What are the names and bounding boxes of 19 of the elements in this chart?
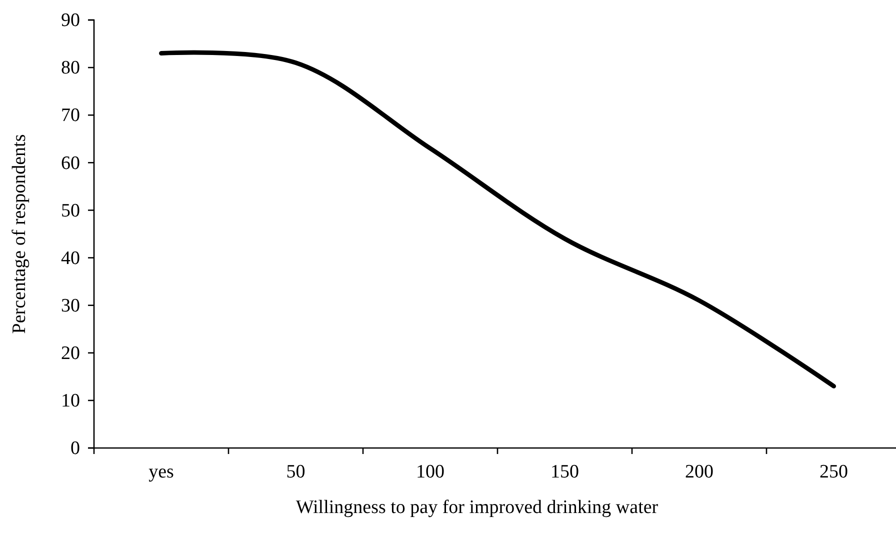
y-axis-title: Percentage of respondents <box>9 134 30 334</box>
x-tick-label: 100 <box>416 461 444 482</box>
y-tick-label: 30 <box>61 295 80 316</box>
y-tick-label: 50 <box>61 200 80 222</box>
x-tick-label: 50 <box>286 461 306 482</box>
y-tick-label: 80 <box>61 58 80 79</box>
x-tick-label: 200 <box>685 461 714 482</box>
y-tick-label: 10 <box>61 390 80 412</box>
y-tick-label: 70 <box>61 105 80 126</box>
y-tick-label: 60 <box>61 152 80 174</box>
y-tick-label: 20 <box>61 342 80 364</box>
y-tick-label: 40 <box>61 248 80 269</box>
x-tick-label: yes <box>148 461 174 482</box>
y-tick-label: 0 <box>70 438 80 460</box>
x-tick-label: 150 <box>550 461 579 482</box>
y-tick-label: 90 <box>61 10 80 32</box>
x-tick-label: 250 <box>820 461 848 482</box>
x-axis-title: Willingness to pay for improved drinking water <box>296 497 659 518</box>
line-series <box>159 50 836 388</box>
